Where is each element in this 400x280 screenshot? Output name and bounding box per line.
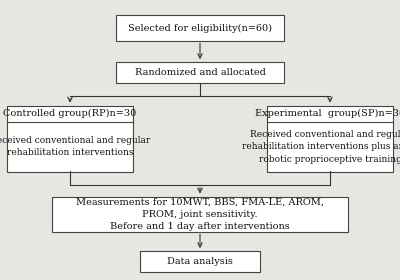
Text: Controlled group(RP)n=30: Controlled group(RP)n=30 [3,109,137,118]
Text: Randomized and allocated: Randomized and allocated [134,68,266,77]
Text: Data analysis: Data analysis [167,257,233,266]
FancyBboxPatch shape [116,15,284,41]
Text: Received conventional and regular
rehabilitation interventions: Received conventional and regular rehabi… [0,136,150,157]
FancyBboxPatch shape [52,197,348,232]
FancyBboxPatch shape [140,251,260,272]
FancyBboxPatch shape [116,62,284,83]
FancyBboxPatch shape [7,106,133,171]
Text: Experimental  group(SP)n=30: Experimental group(SP)n=30 [255,109,400,118]
Text: Measurements for 10MWT, BBS, FMA-LE, AROM,
PROM, joint sensitivity.
Before and 1: Measurements for 10MWT, BBS, FMA-LE, ARO… [76,197,324,231]
Text: Selected for eligibility(n=60): Selected for eligibility(n=60) [128,24,272,32]
FancyBboxPatch shape [267,106,393,171]
Text: Received conventional and regular
rehabilitation interventions plus ankle
roboti: Received conventional and regular rehabi… [242,130,400,164]
